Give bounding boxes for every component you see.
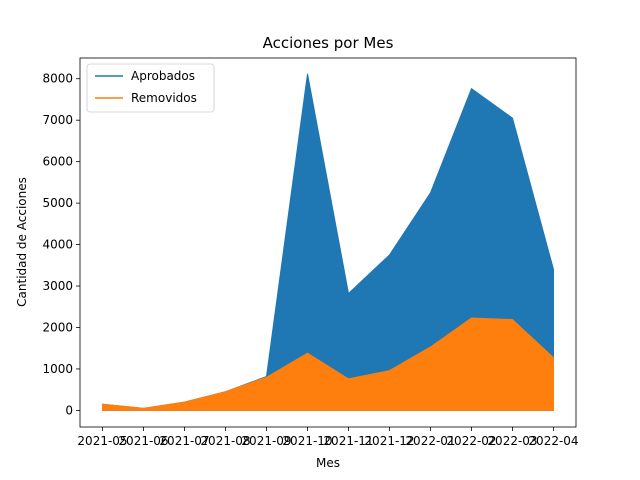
x-tick-label: 2022-04 (528, 434, 578, 448)
x-tick-label: 2022-03 (487, 434, 537, 448)
plot-frame (79, 57, 577, 428)
y-tick-label: 4000 (42, 238, 73, 252)
x-tick-label: 2021-12 (364, 434, 414, 448)
x-tick-label: 2021-06 (118, 434, 168, 448)
x-tick-label: 2021-10 (282, 434, 332, 448)
y-tick-label: 1000 (42, 362, 73, 376)
legend-label-removidos: Removidos (131, 91, 197, 105)
y-tick-label: 0 (65, 403, 73, 417)
y-tick-label: 6000 (42, 155, 73, 169)
x-tick-label: 2022-02 (446, 434, 496, 448)
area-removidos (102, 317, 554, 411)
x-tick-label: 2022-01 (405, 434, 455, 448)
y-tick-label: 8000 (42, 72, 73, 86)
x-tick-label: 2021-05 (77, 434, 127, 448)
legend: Aprobados Removidos (86, 63, 215, 113)
x-tick-label: 2021-09 (241, 434, 291, 448)
y-tick-label: 5000 (42, 196, 73, 210)
y-tick-label: 7000 (42, 113, 73, 127)
y-axis-label: Cantidad de Acciones (15, 177, 29, 307)
legend-label-aprobados: Aprobados (131, 69, 195, 83)
series-areas (102, 73, 554, 411)
x-tick-label: 2021-08 (200, 434, 250, 448)
y-axis-ticks: 0 1000 2000 3000 4000 5000 6000 7000 8000 (42, 72, 80, 417)
x-axis-ticks: 2021-052021-062021-072021-082021-092021-… (77, 427, 579, 448)
x-tick-label: 2021-11 (323, 434, 373, 448)
y-tick-label: 3000 (42, 279, 73, 293)
chart-title: Acciones por Mes (263, 34, 394, 52)
x-tick-label: 2021-07 (159, 434, 209, 448)
x-axis-label: Mes (316, 456, 340, 470)
y-tick-label: 2000 (42, 320, 73, 334)
